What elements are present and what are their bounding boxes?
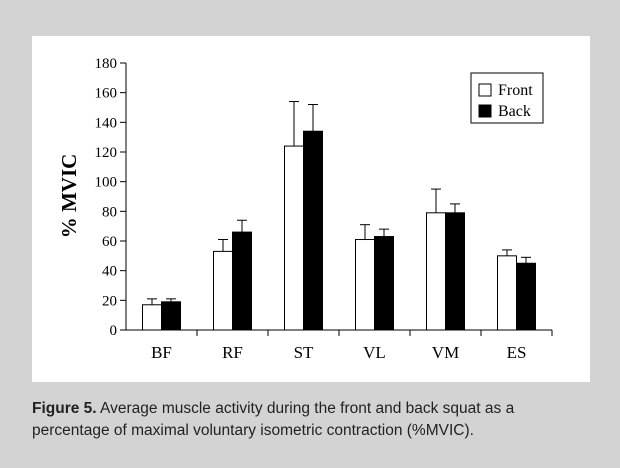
bar-front-st [284, 145, 304, 331]
x-tick-label: VL [363, 343, 386, 362]
x-tick-label: RF [222, 343, 243, 362]
y-tick-label: 80 [102, 204, 117, 220]
bar-front-vl [355, 239, 375, 331]
y-tick-label: 140 [95, 115, 118, 131]
bar-back-es [516, 262, 536, 331]
bar-front-bf [142, 304, 162, 331]
legend-swatch-front [478, 83, 492, 97]
y-tick-label: 100 [95, 175, 118, 191]
bar-back-st [303, 130, 323, 331]
y-tick-label: 60 [102, 234, 117, 250]
y-tick-label: 180 [95, 56, 118, 72]
bar-front-es [497, 255, 517, 331]
y-axis-label: % MVIC [57, 154, 81, 239]
figure-caption: Figure 5. Average muscle activity during… [32, 398, 592, 442]
bar-back-vm [445, 212, 465, 331]
x-tick-label: ES [507, 343, 527, 362]
bar-back-rf [232, 231, 252, 331]
y-tick-label: 160 [95, 86, 118, 102]
figure-caption-label: Figure 5. [32, 400, 97, 417]
legend-label-front: Front [498, 82, 533, 99]
plot-area: 0 20 40 60 80 100 120 140 160 180 BF RF ST VL VM ES Fron… [95, 56, 553, 362]
legend-label-back: Back [498, 103, 531, 120]
x-tick-label: BF [151, 343, 172, 362]
legend-swatch-back [478, 104, 492, 118]
y-tick-label: 120 [95, 145, 118, 161]
bar-front-rf [213, 250, 233, 331]
figure-caption-text: Average muscle activity during the front… [32, 400, 515, 439]
y-tick-label: 0 [110, 323, 118, 339]
bar-front-vm [426, 212, 446, 331]
bar-back-bf [161, 301, 181, 331]
y-tick-label: 40 [102, 264, 117, 280]
y-tick-label: 20 [102, 293, 117, 309]
x-tick-label: ST [294, 343, 314, 362]
bar-back-vl [374, 236, 394, 331]
x-tick-label: VM [432, 343, 459, 362]
